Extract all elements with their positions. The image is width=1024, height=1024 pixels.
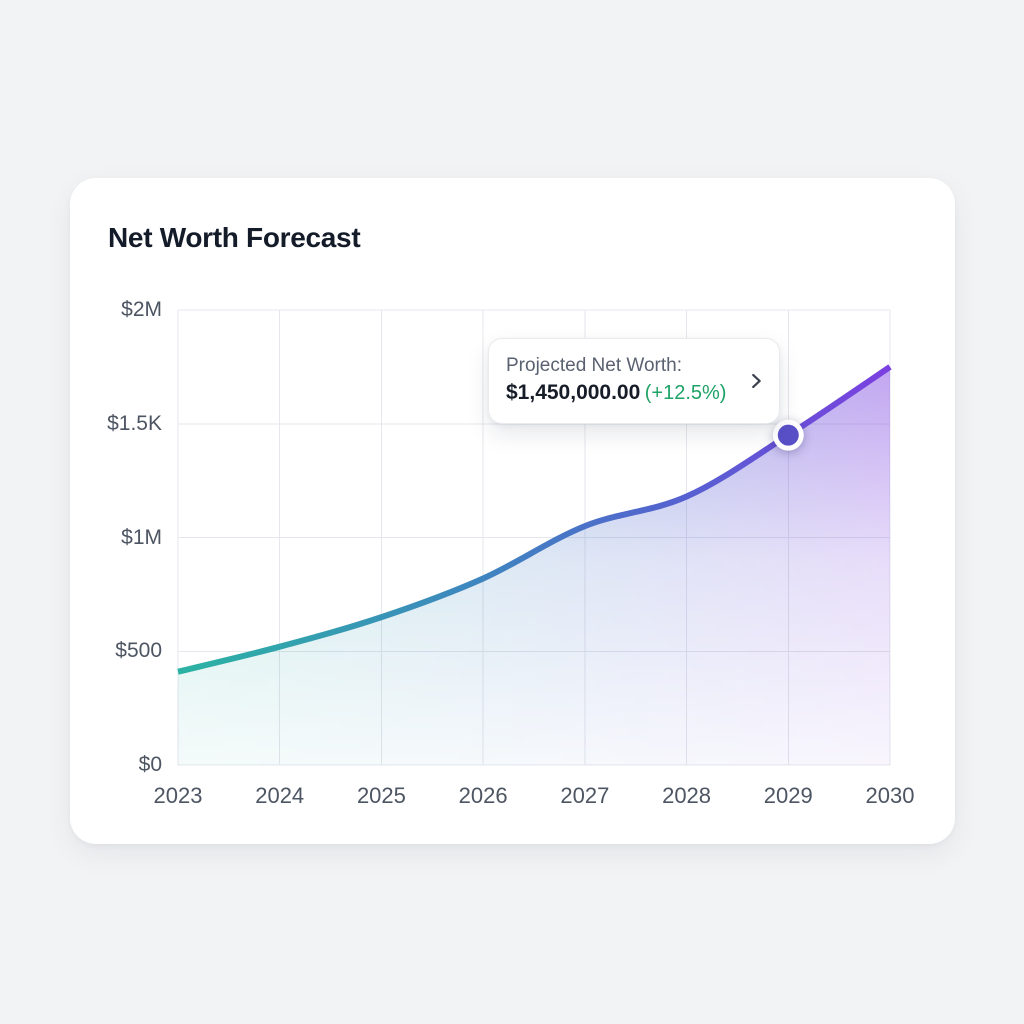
x-axis-label: 2023	[153, 783, 203, 808]
x-axis-label: 2025	[356, 783, 406, 808]
tooltip-value: $1,450,000.00	[506, 381, 641, 404]
tooltip-change: (+12.5%)	[644, 382, 727, 404]
y-axis-label: $1.5K	[107, 411, 162, 435]
area-fill	[178, 366, 890, 765]
y-axis-label: $2M	[121, 298, 162, 321]
x-axis-label: 2027	[560, 783, 610, 808]
data-point-marker-2029[interactable]	[772, 419, 804, 451]
x-axis-label: 2030	[865, 783, 915, 808]
tooltip-text: Projected Net Worth: $1,450,000.00 (+12.…	[506, 353, 739, 409]
tooltip[interactable]: Projected Net Worth: $1,450,000.00 (+12.…	[488, 338, 780, 424]
tooltip-label: Projected Net Worth:	[506, 355, 683, 376]
tooltip-value-row: $1,450,000.00 (+12.5%)	[506, 378, 739, 409]
chevron-right-icon[interactable]	[745, 370, 767, 392]
page-title: Net Worth Forecast	[108, 222, 361, 253]
x-axis-label: 2028	[662, 783, 712, 808]
net-worth-card: Net Worth Forecast $2M $1.5K $1M $500 $0 2023…	[70, 178, 955, 844]
y-axis-label: $1M	[121, 525, 162, 549]
y-axis-label: $0	[138, 753, 162, 776]
x-axis-label: 2026	[458, 783, 508, 808]
y-axis-label: $500	[115, 639, 162, 663]
x-axis-label: 2029	[763, 783, 813, 808]
x-axis-label: 2024	[255, 783, 305, 808]
